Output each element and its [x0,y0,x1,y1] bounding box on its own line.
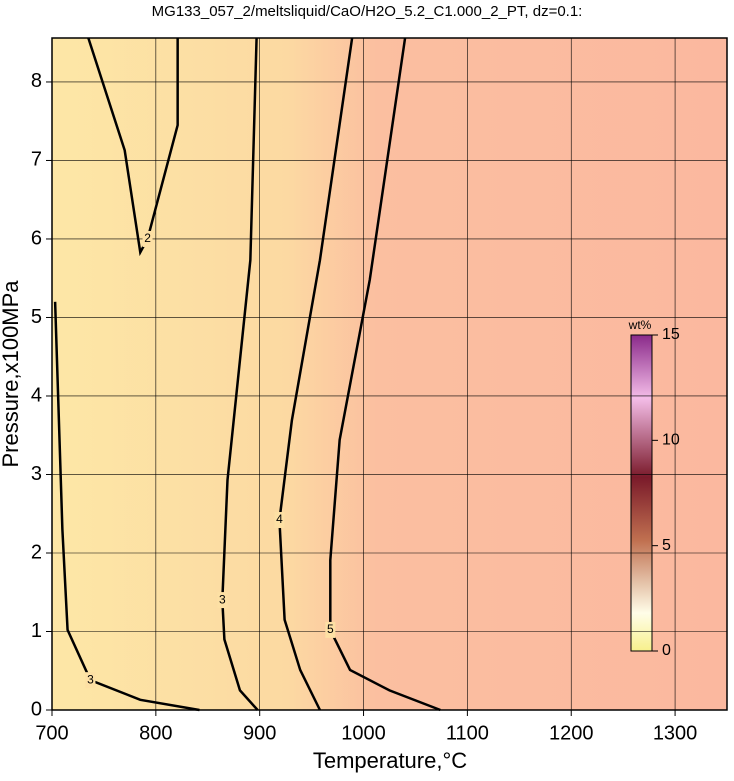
x-axis-label: Temperature,°C [313,748,467,773]
x-tick-label: 800 [139,722,172,744]
contour-label-bg [85,672,96,689]
contour-label-bg [142,230,153,247]
y-tick-label: 5 [31,306,42,328]
y-tick-label: 0 [31,698,42,720]
contour-label-bg [274,512,285,529]
contour-label: 3 [219,592,226,606]
y-tick-label: 1 [31,620,42,642]
colorbar-label: wt% [628,318,652,332]
contour-label: 5 [327,622,334,636]
colorbar [630,334,653,652]
y-tick-label: 2 [31,541,42,563]
x-tick-label: 700 [35,722,68,744]
contour-label: 3 [87,672,94,686]
colorbar-tick-label: 5 [662,537,671,554]
colorbar-tick-label: 10 [662,432,680,449]
y-tick-label: 4 [31,384,42,406]
contour-label-bg [325,621,336,638]
x-tick-label: 1000 [341,722,386,744]
y-tick-label: 7 [31,149,42,171]
x-tick-label: 1200 [549,722,594,744]
x-tick-label: 900 [243,722,276,744]
contour-label: 2 [144,231,151,245]
y-tick-label: 8 [31,70,42,92]
y-axis-label: Pressure,x100MPa [0,280,23,468]
colorbar-tick-label: 15 [662,326,680,343]
contour-line [53,301,200,712]
y-tick-label: 3 [31,463,42,485]
x-tick-label: 1100 [446,722,489,744]
contour-line [329,37,441,712]
x-tick-label: 1300 [653,722,698,744]
contour-label-bg [217,592,228,609]
contour-label: 4 [276,512,283,526]
chart-title: MG133_057_2/meltsliquid/CaO/H2O_5.2_C1.0… [152,3,583,20]
y-tick-label: 6 [31,227,42,249]
colorbar-tick-label: 0 [662,642,671,659]
plot-frame [51,37,728,711]
